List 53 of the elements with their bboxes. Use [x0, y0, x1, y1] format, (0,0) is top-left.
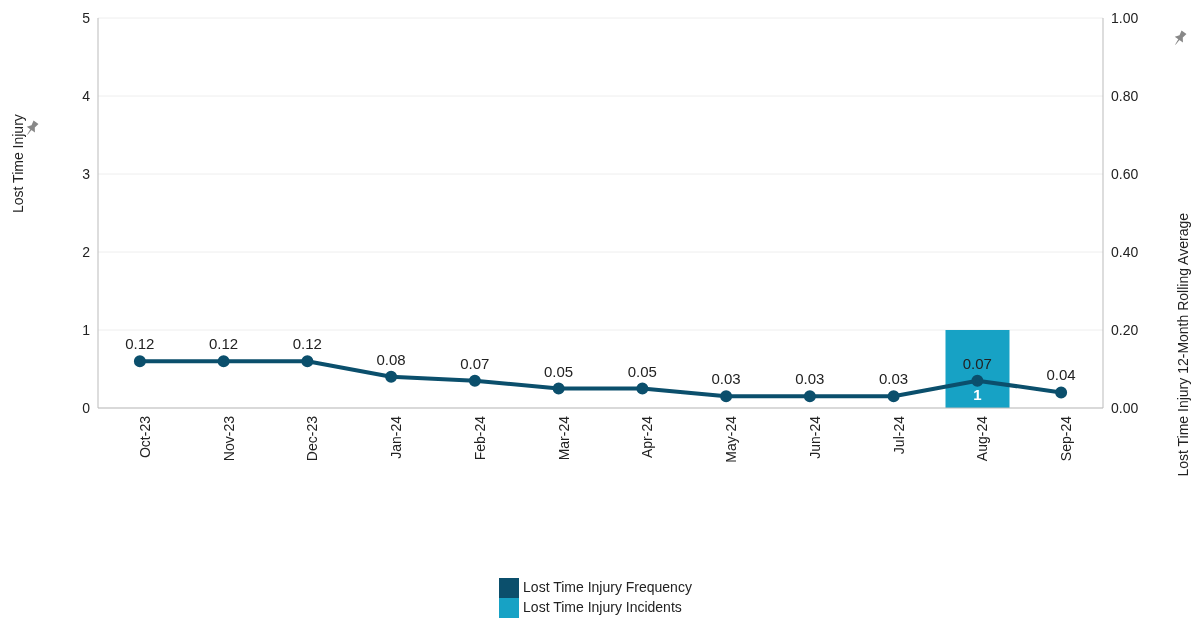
legend-label: Lost Time Injury Incidents [523, 598, 682, 615]
x-tick-label: Aug-24 [974, 415, 991, 462]
x-tick-label: Feb-24 [471, 415, 488, 461]
y-tick-label: 1 [82, 321, 91, 338]
data-label: 0.07 [962, 354, 992, 372]
y2-tick-label: 1.00 [1111, 9, 1139, 26]
x-tick-label: Oct-23 [136, 415, 153, 459]
point [803, 390, 816, 403]
x-tick-label: Apr-24 [639, 415, 656, 459]
point [217, 355, 230, 368]
y2-axis-title: Lost Time Injury 12-Month Rolling Average [1174, 212, 1191, 477]
y-tick-label: 5 [82, 9, 91, 26]
point [552, 382, 565, 395]
point [1055, 386, 1068, 399]
data-label: 0.05 [627, 362, 657, 380]
x-tick-label: Dec-23 [304, 415, 321, 462]
data-label: 0.12 [209, 335, 239, 353]
point [133, 355, 146, 368]
y-tick-label: 3 [82, 165, 91, 182]
x-tick-label: May-24 [723, 415, 740, 463]
data-label: 0.07 [460, 354, 490, 372]
data-label: 0.03 [795, 370, 825, 388]
x-tick-label: Jan-24 [388, 415, 405, 459]
data-label: 0.08 [376, 350, 406, 368]
point [636, 382, 649, 395]
x-tick-label: Jun-24 [806, 415, 823, 459]
y-tick-label: 2 [82, 243, 91, 260]
data-label: 0.05 [544, 362, 574, 380]
point [971, 374, 984, 387]
data-label: 0.03 [711, 370, 741, 388]
y2-tick-label: 0.00 [1111, 399, 1139, 416]
x-tick-label: Mar-24 [555, 415, 572, 461]
data-label: 0.12 [292, 335, 322, 353]
y-tick-label: 4 [82, 87, 91, 104]
y-axis-title: Lost Time Injury [9, 114, 26, 213]
point [720, 390, 733, 403]
x-tick-label: Jul-24 [890, 415, 907, 455]
point [301, 355, 314, 368]
data-label: 0.12 [125, 335, 155, 353]
data-label: 1 [973, 386, 982, 403]
x-tick-label: Sep-24 [1058, 415, 1075, 462]
y-tick-label: 0 [82, 399, 91, 416]
point [385, 370, 398, 383]
point [887, 390, 900, 403]
y2-tick-label: 0.80 [1111, 87, 1139, 104]
x-tick-label: Nov-23 [220, 415, 237, 462]
point [468, 374, 481, 387]
data-label: 0.03 [879, 370, 909, 388]
y2-tick-label: 0.20 [1111, 321, 1139, 338]
legend-label: Lost Time Injury Frequency [523, 578, 692, 595]
data-label: 0.04 [1046, 366, 1076, 384]
y2-tick-label: 0.40 [1111, 243, 1139, 260]
y2-tick-label: 0.60 [1111, 165, 1139, 182]
